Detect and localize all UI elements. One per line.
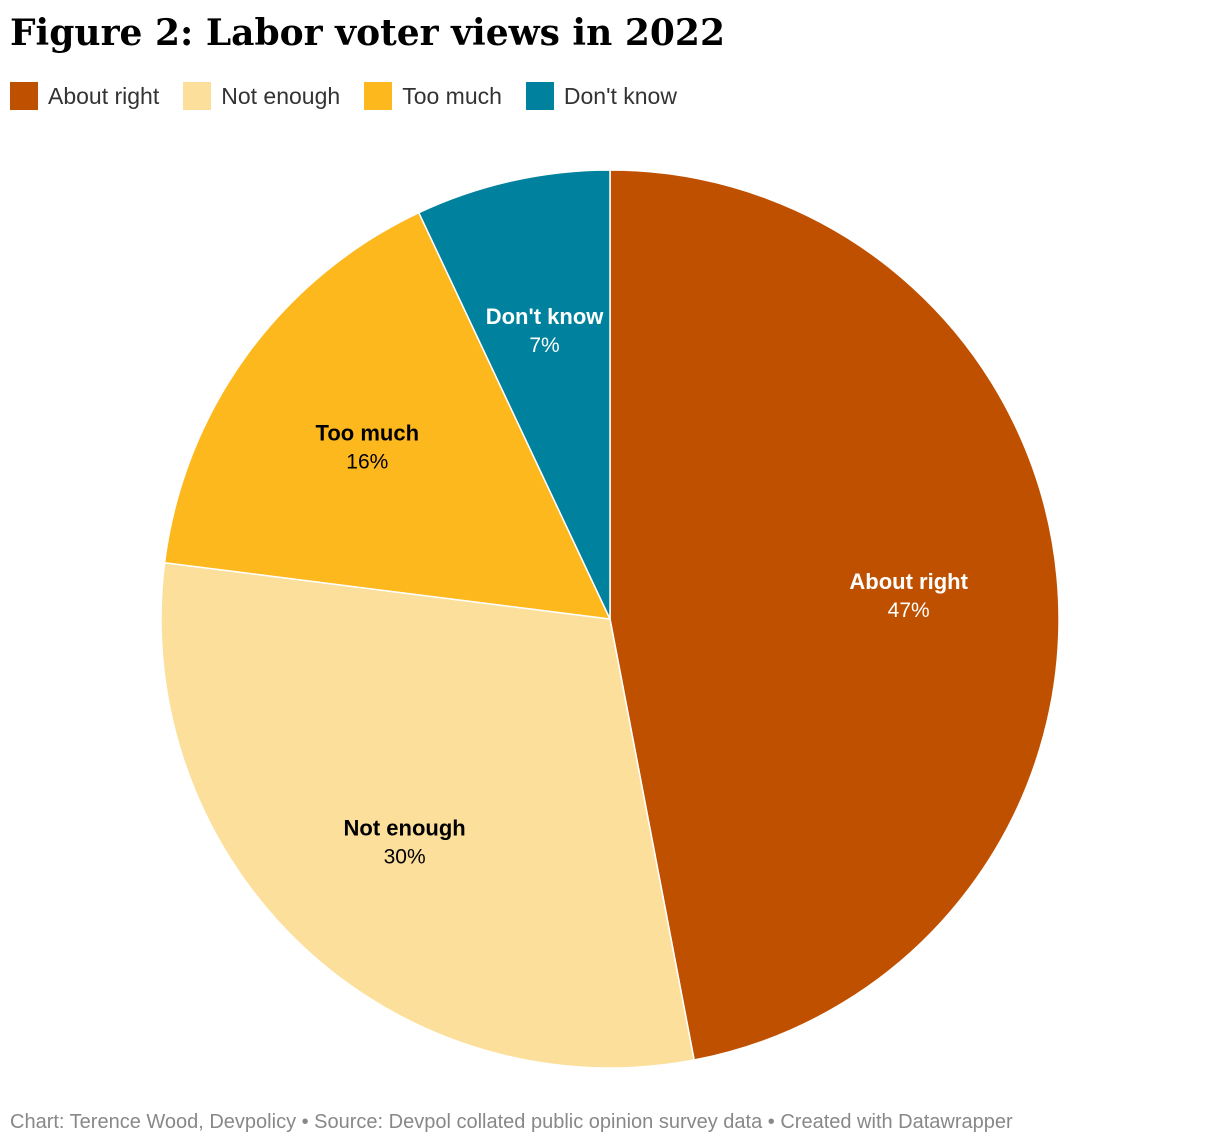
pie-slice-too-much [163,211,612,620]
legend-swatch-too-much [364,82,393,110]
legend-item-too-much: Too much [364,82,502,110]
chart-footer: Chart: Terence Wood, Devpolicy • Source:… [10,1111,1013,1133]
slice-value-about-right: 47% [888,599,930,622]
chart-legend: About right Not enough Too much Don't kn… [10,82,701,110]
slice-label-too-much: Too much [316,421,419,446]
legend-item-dont-know: Don't know [525,82,677,110]
legend-swatch-not-enough [183,82,212,110]
legend-label-dont-know: Don't know [563,82,677,109]
legend-swatch-about-right [10,82,38,110]
legend-item-about-right: About right [10,82,159,110]
pie-slice-don-t-know [417,169,611,620]
slice-value-don-t-know: 7% [529,334,559,357]
pie-slice-not-enough [160,561,696,1069]
slice-label-about-right: About right [849,569,968,594]
legend-label-too-much: Too much [402,82,502,109]
legend-item-not-enough: Not enough [183,82,340,110]
slice-value-not-enough: 30% [384,846,426,869]
chart-title: Figure 2: Labor voter views in 2022 [10,12,726,54]
legend-label-not-enough: Not enough [221,82,341,109]
slice-label-not-enough: Not enough [344,816,466,841]
pie-slice-about-right [609,169,1060,1061]
slice-label-don-t-know: Don't know [486,304,605,329]
slice-value-too-much: 16% [346,451,388,474]
legend-label-about-right: About right [48,82,160,109]
legend-swatch-dont-know [525,82,554,110]
